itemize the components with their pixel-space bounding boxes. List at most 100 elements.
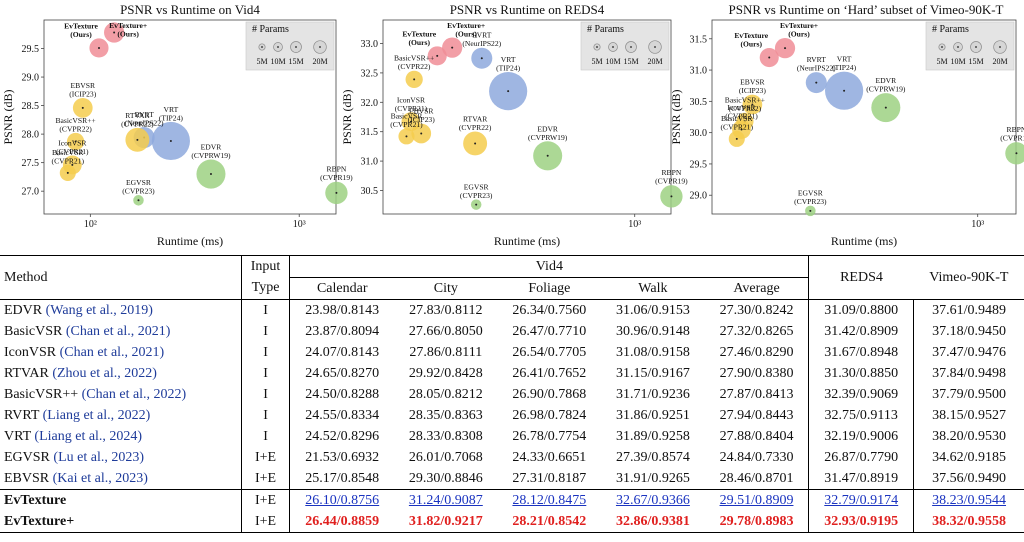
method-name: EGVSR	[4, 449, 50, 465]
metric-cell: 37.18/0.9450	[913, 321, 1024, 342]
method-cell: RTVAR (Zhou et al., 2022)	[0, 363, 241, 384]
point-label: (CVPR23)	[794, 197, 827, 206]
metric-cell: 26.01/0.7068	[408, 449, 483, 465]
legend-marker-dot	[277, 46, 279, 48]
metric-cell: 27.86/0.8111	[409, 344, 483, 360]
metric-value: 32.67/0.9366	[615, 492, 690, 508]
legend-marker-dot	[596, 46, 598, 48]
y-tick-label: 32.0	[361, 98, 379, 109]
data-point-center	[474, 142, 477, 145]
metric-cell: 26.44/0.8859	[289, 511, 395, 533]
metric-cell: 24.55/0.8334	[289, 405, 395, 426]
point-label: (Ours)	[408, 38, 430, 47]
legend-title: # Params	[252, 24, 289, 35]
y-tick-label: 30.0	[690, 128, 708, 139]
metric-cell: 26.47/0.7710	[512, 323, 587, 339]
method-name: BasicVSR	[4, 323, 63, 339]
metric-cell: 32.67/0.9366	[601, 489, 705, 511]
table-header-row-1: Method Input Vid4 REDS4 Vimeo-90K-T	[0, 255, 1024, 300]
data-point-center	[169, 139, 172, 142]
metric-cell: 31.09/0.8800	[808, 299, 914, 321]
point-label: (CVPR23)	[122, 187, 155, 196]
point-label: BasicVSR++	[394, 54, 434, 63]
input-type-cell: I+E	[240, 468, 290, 490]
y-tick-label: 31.5	[690, 34, 708, 45]
point-label: IconVSR	[397, 95, 426, 104]
legend-label: 20M	[992, 57, 1007, 66]
metric-cell: 26.90/0.7868	[512, 386, 587, 402]
point-label: (CVPRW19)	[866, 85, 906, 94]
table-row: VRT (Liang et al., 2024) I 24.52/0.8296 28.…	[0, 426, 1024, 447]
point-label: (NeurIPS22)	[797, 64, 836, 73]
point-label: (ICIP23)	[69, 90, 96, 99]
metric-cell: 32.75/0.9113	[808, 405, 914, 426]
legend-marker-dot	[975, 46, 977, 48]
metric-cell: 21.53/0.6932	[289, 447, 395, 468]
table-row: EDVR (Wang et al., 2019) I 23.98/0.8143 27.…	[0, 299, 1024, 321]
y-tick-label: 31.0	[361, 157, 379, 168]
metric-cell: 38.20/0.9530	[913, 426, 1024, 447]
metric-cell: 26.87/0.7790	[808, 447, 914, 468]
input-type-cell: I	[240, 426, 290, 447]
point-label: IconVSR	[58, 138, 87, 147]
method-citation: (Zhou et al., 2022)	[52, 365, 157, 381]
metric-cell: 29.92/0.8428	[408, 365, 483, 381]
data-point-center	[420, 132, 423, 135]
y-tick-label: 30.5	[690, 97, 708, 108]
plot-frame	[711, 19, 1017, 215]
metric-cell: 27.31/0.8187	[512, 470, 587, 486]
metric-cell: 28.35/0.8363	[408, 407, 483, 423]
metric-cell: 23.87/0.8094	[289, 321, 395, 342]
data-point-center	[815, 81, 818, 84]
point-label: VRT	[837, 55, 852, 64]
input-type-cell: I	[240, 384, 290, 405]
point-label: (CVPR21)	[56, 147, 89, 156]
metric-cell: 32.39/0.9069	[808, 384, 914, 405]
metric-cell: 31.15/0.9167	[615, 365, 690, 381]
metric-cell: 37.79/0.9500	[913, 384, 1024, 405]
metric-cell: 26.78/0.7754	[512, 428, 587, 444]
metric-value: 28.12/0.8475	[512, 492, 587, 508]
data-point-center	[413, 78, 416, 81]
data-point-center	[81, 106, 84, 109]
metric-cell: 34.62/0.9185	[913, 447, 1024, 468]
metric-cell: 31.82/0.9217	[394, 511, 498, 533]
metric-cell: 27.46/0.8290	[719, 344, 794, 360]
metric-cell: 37.84/0.9498	[913, 363, 1024, 384]
data-point-center	[405, 135, 408, 138]
metric-cell: 32.86/0.9381	[601, 511, 705, 533]
point-label: RVRT	[135, 110, 155, 119]
point-label: (Ours)	[70, 30, 92, 39]
legend-marker-dot	[630, 46, 632, 48]
point-label: (CVPR23)	[460, 191, 493, 200]
y-tick-label: 30.5	[361, 186, 379, 197]
point-label: EBVSR	[71, 81, 96, 90]
point-label: BasicVSR++	[55, 116, 95, 125]
point-label: EGVSR	[798, 189, 824, 198]
point-label: (CVPR22)	[398, 62, 431, 71]
metric-cell: 27.39/0.8574	[615, 449, 690, 465]
point-label: EBVSR	[740, 78, 765, 87]
y-tick-label: 27.5	[22, 158, 40, 169]
plot-frame	[382, 19, 672, 215]
metric-cell: 29.51/0.8909	[704, 489, 809, 511]
point-label: (CVPR19)	[1000, 134, 1024, 143]
input-type-cell: I	[240, 363, 290, 384]
table-row: RTVAR (Zhou et al., 2022) I 24.65/0.8270 29…	[0, 363, 1024, 384]
point-label: RTVAR	[125, 111, 150, 120]
metric-cell: 24.50/0.8288	[289, 384, 395, 405]
point-label: EGVSR	[126, 178, 152, 187]
table-row: BasicVSR (Chan et al., 2021) I 23.87/0.809…	[0, 321, 1024, 342]
point-label: EvTexture+	[780, 21, 818, 30]
method-name: RTVAR	[4, 365, 49, 381]
metric-cell: 29.30/0.8846	[408, 470, 483, 486]
metric-value: 28.21/0.8542	[512, 513, 587, 529]
data-point-center	[66, 171, 69, 174]
table-row: RVRT (Liang et al., 2022) I 24.55/0.8334 28…	[0, 405, 1024, 426]
metric-cell: 25.17/0.8548	[289, 468, 395, 490]
data-point-center	[97, 46, 100, 49]
header-vid4: Vid4	[289, 255, 809, 278]
y-tick-label: 29.0	[690, 191, 708, 202]
input-type-cell: I+E	[240, 489, 290, 511]
data-point-center	[136, 138, 139, 141]
